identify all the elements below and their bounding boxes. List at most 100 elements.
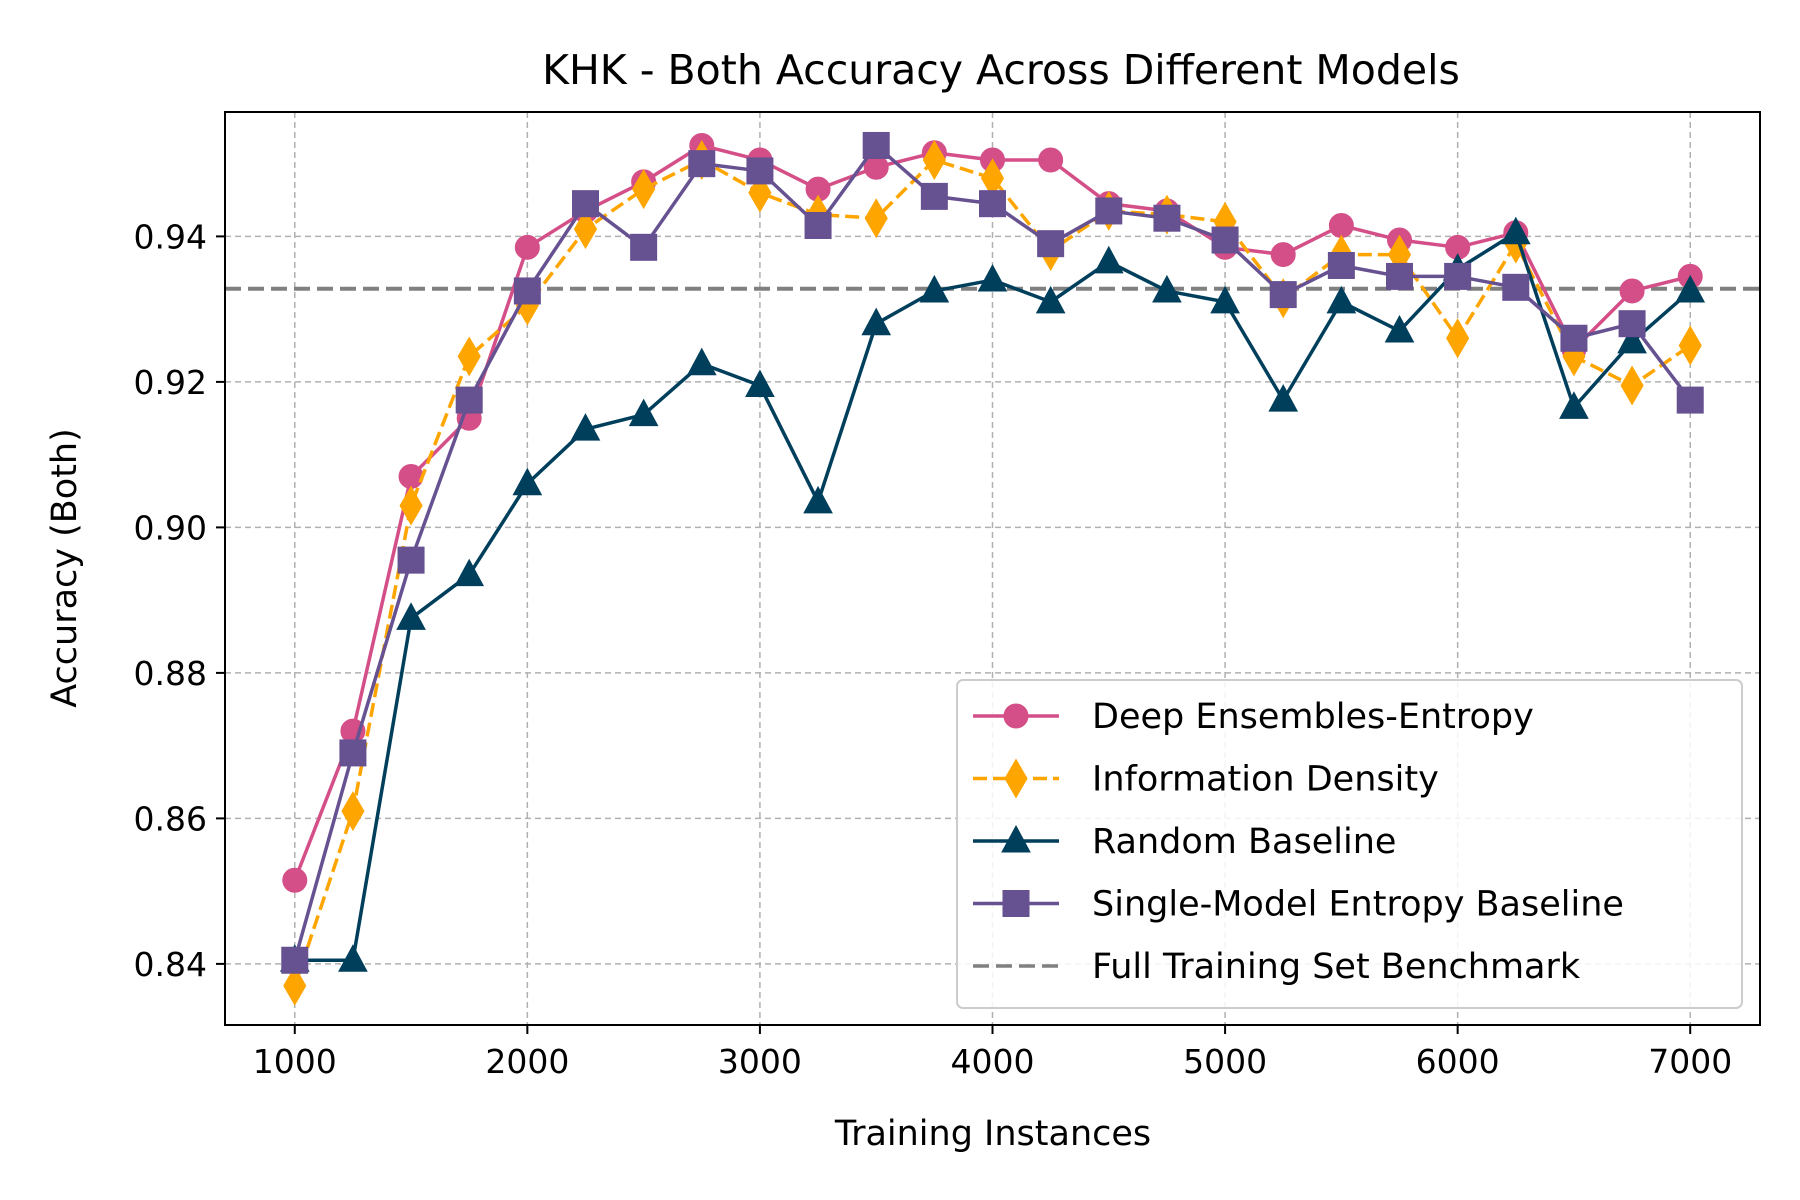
legend-entry: Deep Ensembles-Entropy: [973, 697, 1534, 737]
data-point: [1093, 245, 1124, 274]
x-axis: 1000 2000 3000 4000 5000 6000 7000: [253, 1025, 1732, 1081]
x-tick-label: 5000: [1183, 1042, 1267, 1081]
data-point: [1270, 242, 1296, 268]
chart-title: KHK - Both Accuracy Across Different Mod…: [542, 46, 1460, 94]
data-point: [745, 369, 775, 398]
legend-marker: [1004, 758, 1028, 799]
y-tick-label: 0.86: [134, 799, 207, 838]
data-point: [573, 209, 598, 250]
data-point: [1620, 365, 1644, 406]
data-point: [283, 965, 307, 1006]
data-point: [1095, 197, 1123, 225]
data-point: [339, 739, 367, 767]
data-point: [1678, 325, 1702, 366]
data-point: [571, 190, 599, 218]
data-point: [1328, 212, 1354, 238]
legend-box: [956, 679, 1743, 1009]
y-axis-label: Accuracy (Both): [45, 428, 85, 708]
data-point: [1327, 252, 1355, 280]
data-point: [630, 233, 658, 261]
data-point: [864, 198, 888, 239]
data-point: [399, 485, 423, 526]
data-point: [746, 157, 774, 185]
data-point: [1502, 273, 1530, 301]
data-point: [1211, 226, 1239, 254]
legend-label: Full Training Set Benchmark: [1092, 947, 1581, 987]
series-layer: [279, 131, 1706, 1006]
data-point: [1675, 274, 1706, 303]
data-point: [1152, 274, 1182, 303]
data-point: [513, 277, 541, 305]
data-point: [1617, 325, 1647, 354]
x-tick-label: 3000: [718, 1042, 802, 1081]
data-point: [628, 398, 659, 427]
data-point: [1384, 314, 1415, 343]
y-tick-label: 0.88: [134, 654, 207, 693]
data-point: [1560, 324, 1588, 352]
data-point: [282, 867, 308, 893]
data-point: [1618, 310, 1646, 338]
data-point: [281, 946, 309, 974]
legend-marker: [1002, 890, 1030, 917]
data-point: [1035, 285, 1066, 314]
data-point: [632, 169, 656, 210]
data-point: [977, 263, 1008, 292]
data-point: [396, 602, 426, 630]
data-point: [512, 467, 543, 496]
legend-entry: Information Density: [973, 758, 1439, 800]
data-point: [1269, 281, 1297, 309]
legend-marker: [1003, 703, 1029, 729]
data-point: [804, 211, 832, 239]
data-point: [1037, 230, 1065, 258]
data-point: [922, 140, 946, 181]
legend-marker: [1001, 824, 1031, 853]
data-point: [1153, 204, 1181, 232]
x-tick-label: 2000: [485, 1042, 569, 1081]
data-point: [862, 131, 890, 159]
data-point: [1676, 386, 1704, 414]
y-tick-label: 0.84: [134, 945, 207, 984]
x-tick-label: 7000: [1648, 1042, 1732, 1081]
legend-label: Single-Model Entropy Baseline: [1092, 885, 1624, 925]
data-point: [1444, 262, 1472, 290]
data-point: [454, 558, 485, 587]
data-point: [1210, 285, 1240, 314]
legend-label: Random Baseline: [1092, 822, 1396, 862]
data-point: [455, 386, 483, 414]
legend-entry: Single-Model Entropy Baseline: [973, 885, 1624, 925]
data-point: [919, 274, 950, 303]
x-tick-label: 4000: [951, 1042, 1035, 1081]
data-point: [1268, 384, 1299, 412]
data-point: [1619, 278, 1645, 304]
data-point: [397, 546, 425, 574]
y-tick-label: 0.90: [134, 508, 207, 547]
legend-entry: Random Baseline: [973, 822, 1396, 862]
legend: Deep Ensembles-Entropy Information Densit…: [956, 679, 1743, 1009]
data-point: [688, 150, 716, 178]
legend-entry: Full Training Set Benchmark: [973, 947, 1581, 987]
data-point: [1500, 216, 1531, 245]
data-point: [979, 190, 1006, 218]
data-point: [341, 791, 365, 832]
data-point: [1386, 262, 1414, 290]
legend-label: Deep Ensembles-Entropy: [1092, 697, 1534, 737]
x-tick-label: 6000: [1416, 1042, 1500, 1081]
data-point: [686, 347, 717, 376]
data-point: [457, 336, 481, 377]
data-point: [920, 182, 948, 210]
data-point: [570, 413, 601, 441]
y-axis: 0.84 0.86 0.88 0.90 0.92 0.94: [134, 217, 225, 984]
data-point: [803, 485, 833, 514]
data-point: [1038, 147, 1064, 173]
x-axis-label: Training Instances: [834, 1114, 1151, 1154]
legend-label: Information Density: [1092, 760, 1439, 800]
series-square: [281, 131, 1704, 974]
x-tick-label: 1000: [253, 1042, 337, 1081]
data-point: [1326, 285, 1357, 314]
data-point: [1559, 391, 1589, 419]
data-point: [1446, 318, 1470, 359]
y-tick-label: 0.94: [134, 217, 207, 256]
y-tick-label: 0.92: [134, 363, 207, 402]
